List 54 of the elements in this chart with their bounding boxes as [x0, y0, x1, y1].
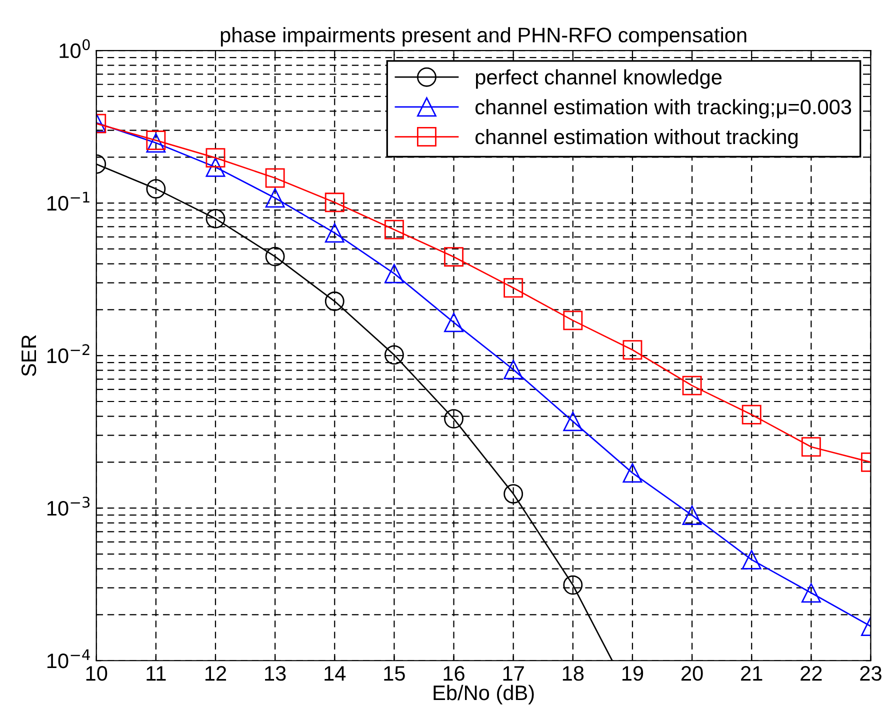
- x-tick-label: 19: [622, 666, 644, 681]
- point: [444, 312, 464, 332]
- x-axis-title: Eb/No (dB): [434, 684, 534, 704]
- point: [563, 575, 583, 595]
- point: [563, 412, 583, 432]
- point: [324, 223, 344, 243]
- point: [206, 208, 226, 228]
- legend-label: perfect channel knowledge: [476, 69, 722, 89]
- point: [265, 188, 285, 208]
- x-tick-label: 10: [86, 666, 108, 681]
- x-tick-label: 13: [265, 666, 286, 681]
- x-tick-label: 16: [444, 666, 464, 681]
- point: [504, 360, 524, 380]
- point: [265, 168, 285, 188]
- point: [742, 550, 762, 570]
- x-tick-label: 12: [205, 666, 226, 681]
- point: [324, 192, 344, 212]
- point: [444, 247, 464, 267]
- point: [384, 220, 404, 240]
- point: [622, 463, 642, 483]
- y-tick-label: 10$^{−2}$: [47, 344, 90, 364]
- x-tick-label: 20: [682, 666, 703, 681]
- point: [324, 292, 344, 312]
- point: [682, 506, 702, 525]
- x-tick-label: 14: [324, 666, 346, 681]
- point: [265, 246, 285, 266]
- legend-label: channel estimation without tracking: [476, 128, 798, 148]
- x-tick-label: 17: [503, 666, 524, 681]
- point: [384, 345, 404, 365]
- x-tick-label: 23: [860, 666, 882, 681]
- y-tick-label: 10$^{−1}$: [47, 192, 90, 211]
- point: [622, 340, 642, 360]
- y-tick-label: 10$^{−3}$: [47, 496, 90, 516]
- x-tick-label: 11: [146, 666, 166, 681]
- point: [682, 376, 702, 396]
- point: [801, 437, 821, 457]
- point: [504, 484, 524, 504]
- legend-label: channel estimation with tracking;μ=0.003: [476, 99, 852, 119]
- x-tick-label: 15: [384, 666, 405, 681]
- point: [801, 583, 821, 603]
- point: [504, 278, 524, 298]
- point: [206, 148, 226, 168]
- point: [742, 404, 762, 424]
- x-tick-label: 21: [741, 666, 762, 681]
- y-tick-label: 10$^{0}$: [60, 39, 90, 58]
- point: [384, 264, 404, 284]
- point: [146, 179, 166, 199]
- point: [444, 409, 464, 429]
- point: [206, 157, 226, 177]
- y-axis-title: SER: [21, 335, 36, 376]
- chart-title: phase impairments present and PHN-RFO compensation: [220, 27, 746, 47]
- x-tick-label: 18: [562, 666, 584, 681]
- x-tick-label: 22: [800, 666, 822, 681]
- point: [563, 310, 583, 330]
